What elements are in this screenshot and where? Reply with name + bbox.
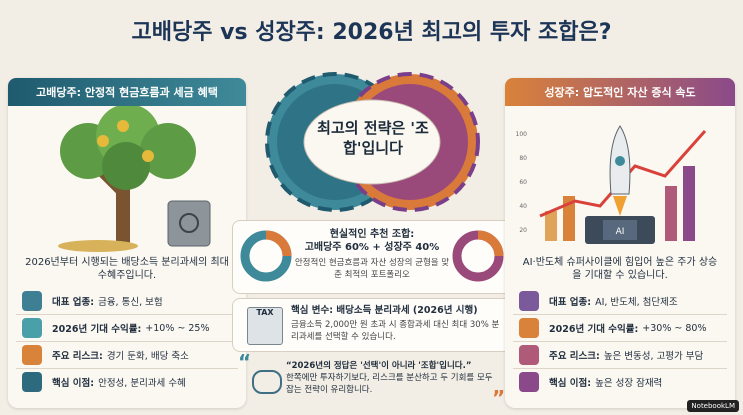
tax-icon-label: TAX [256, 308, 274, 317]
chart-tick-label: 20 [519, 227, 527, 234]
icon [22, 318, 42, 338]
icon [22, 345, 42, 365]
right-panel-title: 성장주: 압도적인 자산 증식 속도 [505, 78, 735, 106]
donut-icon [452, 230, 504, 282]
tax-icon: TAX [247, 307, 283, 345]
badge: NotebookLM [687, 400, 739, 412]
item-text: 경기 둔화, 배당 축소 [106, 351, 189, 362]
chart-tick-label: 40 [519, 203, 527, 210]
gear-text: 최고의 전략은 '조합'입니다 [317, 119, 429, 157]
item-label: 핵심 이점: [52, 378, 95, 389]
donut-icon [240, 230, 292, 282]
left-item: 2026년 기대 수익률: +10% ~ 25% [16, 315, 238, 342]
icon [22, 291, 42, 311]
item-label: 대표 업종: [549, 297, 592, 308]
item-text: +30% ~ 80% [642, 322, 707, 334]
quote-text: 한쪽에만 투자하기보다, 리스크를 분산하고 두 기회를 모두 잡는 전략이 유… [286, 373, 493, 395]
right-panel: 성장주: 압도적인 자산 증식 속도 AI 100 80 60 40 20 AI·반도체… [505, 78, 735, 408]
gears [265, 72, 480, 212]
icon [519, 372, 539, 392]
right-item: 주요 리스크: 높은 변동성, 고평가 부담 [513, 342, 727, 369]
item-text: 안정성, 분리과세 수혜 [98, 378, 186, 389]
left-panel: 고배당주: 안정적 현금흐름과 세금 혜택 2026년부터 시행되는 배당소득 … [8, 78, 246, 408]
right-item: 핵심 이점: 높은 성장 잠재력 [513, 369, 727, 395]
item-label: 대표 업종: [52, 297, 95, 308]
item-text: 높은 변동성, 고평가 부담 [603, 351, 704, 362]
quote-headline: “2026년의 정답은 '선택'이 아니라 '조합'입니다.” [286, 361, 472, 371]
icon [519, 345, 539, 365]
chat-icon [252, 370, 282, 394]
combo-title: 현실적인 추천 조합: [329, 229, 415, 240]
tax-box: TAX 핵심 변수: 배당소득 분리과세 (2026년 시행) 금융소득 2,0… [232, 298, 512, 352]
quote-mark: ” [492, 386, 506, 410]
quote: “ “2026년의 정답은 '선택'이 아니라 '조합'입니다.” 한쪽에만 투… [238, 350, 506, 410]
chip-label: AI [616, 227, 625, 237]
chart-tick-label: 100 [516, 131, 528, 138]
chart-tick-label: 80 [519, 155, 527, 162]
combo-mix: 고배당주 60% + 성장주 40% [304, 242, 440, 253]
item-text: 금융, 통신, 보험 [98, 297, 163, 308]
tree-illustration [58, 106, 211, 252]
icon [519, 318, 539, 338]
item-label: 주요 리스크: [52, 351, 103, 362]
right-item: 2026년 기대 수익률: +30% ~ 80% [513, 315, 727, 342]
right-caption: AI·반도체 슈퍼사이클에 힘입어 높은 주가 상승을 기대할 수 있습니다. [522, 257, 718, 281]
item-label: 2026년 기대 수익률: [52, 324, 142, 335]
item-text: AI, 반도체, 첨단제조 [595, 297, 678, 308]
icon [22, 372, 42, 392]
quote-mark: “ [238, 350, 252, 374]
item-text: 높은 성장 잠재력 [595, 378, 663, 389]
left-caption: 2026년부터 시행되는 배당소득 분리과세의 최대 수혜주입니다. [25, 257, 229, 281]
rocket-illustration: AI 100 80 60 40 20 [516, 125, 707, 244]
tax-title: 핵심 변수: 배당소득 분리과세 (2026년 시행) [291, 305, 478, 316]
combo-box: 현실적인 추천 조합: 고배당주 60% + 성장주 40% 안정적인 현금흐름… [232, 220, 512, 294]
right-item: 대표 업종: AI, 반도체, 첨단제조 [513, 288, 727, 315]
left-item: 주요 리스크: 경기 둔화, 배당 축소 [16, 342, 238, 369]
chart-tick-label: 60 [519, 179, 527, 186]
item-label: 2026년 기대 수익률: [549, 324, 639, 335]
left-item: 대표 업종: 금융, 통신, 보험 [16, 288, 238, 315]
item-label: 주요 리스크: [549, 351, 600, 362]
tax-text: 금융소득 2,000만 원 초과 시 종합과세 대신 최대 30% 분리과세를 … [291, 320, 500, 342]
combo-text: 안정적인 현금흐름과 자산 성장의 균형을 맞춘 최적의 포트폴리오 [294, 258, 450, 280]
left-item: 핵심 이점: 안정성, 분리과세 수혜 [16, 369, 238, 395]
item-label: 핵심 이점: [549, 378, 592, 389]
item-text: +10% ~ 25% [145, 322, 210, 334]
icon [519, 291, 539, 311]
left-panel-title: 고배당주: 안정적 현금흐름과 세금 혜택 [8, 78, 246, 106]
title: 고배당주 vs 성장주: 2026년 최고의 투자 조합은? [131, 20, 612, 45]
